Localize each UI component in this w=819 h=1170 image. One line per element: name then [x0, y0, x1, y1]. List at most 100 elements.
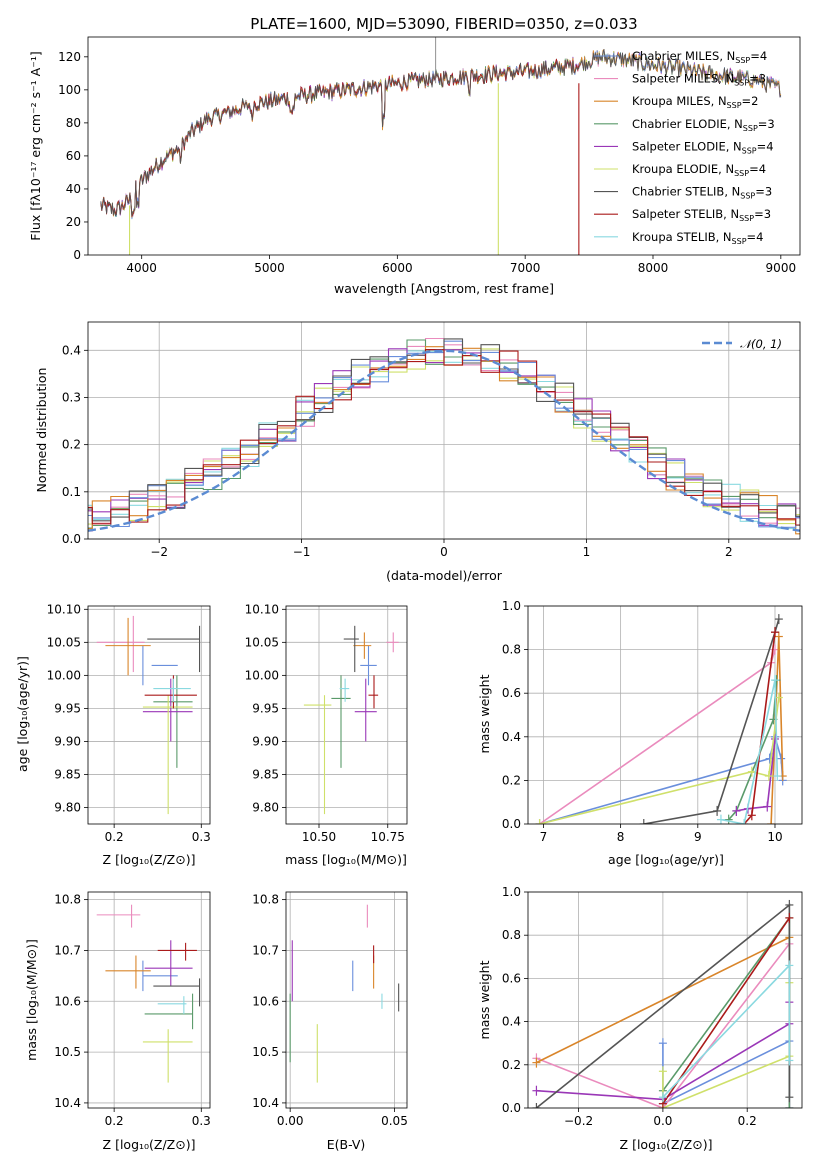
x-tick-label: 0.3 — [192, 830, 211, 844]
legend-count: =4 — [757, 139, 774, 153]
x-tick-label: 0.2 — [738, 1114, 757, 1128]
axes-frame — [527, 605, 803, 825]
legend-name: Salpeter MILES, N — [632, 72, 734, 86]
residual-plot-area: −2 −1 0 1 2 0.0 0.1 0.2 0.3 0.4 𝒩(0, 1) — [62, 321, 801, 559]
y-tick-label: 9.80 — [252, 800, 279, 814]
legend-subscript: SSP — [732, 237, 747, 246]
y-tick-label: 0.6 — [502, 686, 521, 700]
legend-subscript: SSP — [743, 124, 758, 133]
residual-legend-label: 𝒩(0, 1) — [740, 337, 782, 351]
y-tick-label: 1.0 — [502, 599, 521, 613]
y-tick-label: 0.6 — [502, 971, 521, 985]
figure-title: PLATE=1600, MJD=53090, FIBERID=0350, z=0… — [250, 15, 637, 33]
legend-subscript: SSP — [735, 56, 750, 65]
x-tick-label: 0.2 — [105, 830, 124, 844]
y-tick-label: 10.8 — [54, 893, 81, 907]
x-tick-label: 0.2 — [105, 1114, 124, 1128]
weight-vs-metallicity-ylabel: mass weight — [477, 960, 492, 1039]
axes-frame — [87, 321, 801, 540]
weight_vs_Z-series-5 — [662, 982, 791, 1108]
x-tick-label: 0.05 — [381, 1114, 408, 1128]
legend-name: Kroupa MILES, N — [632, 94, 727, 108]
weight_vs_age-series-6 — [643, 618, 780, 824]
age-vs-mass-xlabel: mass [log₁₀(M/M⊙)] — [285, 852, 407, 867]
legend-count: =3 — [754, 207, 771, 221]
mass-vs-metallicity-plot-area: 0.2 0.3 10.4 10.5 10.6 10.7 10.8 — [54, 891, 211, 1128]
age-vs-mass-panel: 10.50 10.75 9.80 9.85 9.90 9.95 10.00 10.05 10.1… — [245, 602, 408, 867]
mass-vs-metallicity-panel: 0.2 0.3 10.4 10.5 10.6 10.7 10.8 Z [log₁₀(Z/Z⊙… — [24, 891, 211, 1152]
x-tick-label: 6000 — [382, 261, 413, 275]
spectrum-ylabel: Flux [fλ10⁻¹⁷ erg cm⁻² s⁻¹ A⁻¹] — [28, 51, 43, 240]
y-tick-label: 0.8 — [502, 928, 521, 942]
y-tick-label: 9.90 — [54, 734, 81, 748]
x-tick-label: 10 — [767, 830, 782, 844]
axes-frame — [87, 891, 211, 1109]
y-tick-label: 0.0 — [502, 817, 521, 831]
y-tick-label: 10.6 — [252, 994, 279, 1008]
legend-subscript: SSP — [742, 146, 757, 155]
y-tick-label: 10.7 — [54, 943, 81, 957]
y-tick-label: 10.6 — [54, 994, 81, 1008]
x-tick-label: −2 — [150, 545, 168, 559]
y-tick-label: 10.7 — [252, 943, 279, 957]
age_vs_Z-errorbars — [96, 615, 201, 815]
y-tick-label: 10.4 — [252, 1096, 279, 1110]
y-tick-label: 60 — [66, 149, 81, 163]
legend-count: =3 — [755, 185, 772, 199]
y-tick-label: 10.4 — [54, 1096, 81, 1110]
x-tick-label: 8000 — [638, 261, 669, 275]
y-tick-label: 0.1 — [62, 485, 81, 499]
spectrum-plot-area: 4000 5000 6000 7000 8000 9000 0 20 40 60 80 100 120 C… — [58, 36, 801, 275]
age-vs-metallicity-panel: 0.2 0.3 9.80 9.85 9.90 9.95 10.00 10.05 10.10 Z … — [15, 602, 211, 867]
y-tick-label: 9.90 — [252, 734, 279, 748]
x-tick-label: 8 — [617, 830, 625, 844]
residual-histogram-panel: −2 −1 0 1 2 0.0 0.1 0.2 0.3 0.4 𝒩(0, 1) (data-mode… — [34, 321, 801, 583]
y-tick-label: 80 — [66, 116, 81, 130]
weight-vs-age-ylabel: mass weight — [477, 674, 492, 753]
y-tick-label: 10.05 — [47, 635, 81, 649]
age-vs-metallicity-xlabel: Z [log₁₀(Z/Z⊙)] — [103, 852, 196, 867]
x-tick-label: 10.50 — [302, 830, 336, 844]
mass-vs-extinction-xlabel: E(B-V) — [327, 1137, 366, 1152]
age-vs-metallicity-ylabel: age [log₁₀(age/yr)] — [15, 656, 30, 772]
y-tick-label: 10.5 — [252, 1045, 279, 1059]
y-tick-label: 40 — [66, 182, 81, 196]
y-tick-label: 10.5 — [54, 1045, 81, 1059]
legend-label-7: Salpeter STELIB, NSSP=3 — [632, 207, 771, 223]
y-tick-label: 120 — [58, 50, 81, 64]
spectrum-series-7 — [100, 58, 580, 218]
y-tick-label: 10.05 — [245, 635, 279, 649]
weight_vs_age-series-5 — [539, 697, 780, 824]
spectrum-lines — [100, 37, 782, 255]
legend-subscript: SSP — [727, 101, 742, 110]
y-tick-label: 0.0 — [62, 532, 81, 546]
axes-frame — [87, 605, 211, 825]
x-tick-label: 9000 — [766, 261, 797, 275]
weight_vs_Z-lines — [532, 899, 794, 1108]
legend-name: Chabrier STELIB, N — [632, 185, 740, 199]
legend-label-8: Kroupa STELIB, NSSP=4 — [632, 230, 763, 246]
x-tick-label: 9 — [694, 830, 702, 844]
y-tick-label: 0.2 — [502, 1058, 521, 1072]
x-tick-label: 0.3 — [192, 1114, 211, 1128]
x-tick-label: 0.00 — [277, 1114, 304, 1128]
legend-count: =4 — [749, 162, 766, 176]
y-tick-label: 0 — [73, 248, 81, 262]
weight_vs_Z-series-8 — [662, 963, 791, 1098]
weight_vs_Z-series-7 — [662, 917, 791, 1105]
x-tick-label: 1 — [583, 545, 591, 559]
weight-vs-age-plot-area: 7 8 9 10 0.0 0.2 0.4 0.6 0.8 1.0 — [502, 599, 803, 844]
y-tick-label: 10.8 — [252, 893, 279, 907]
y-tick-label: 100 — [58, 83, 81, 97]
y-tick-label: 20 — [66, 215, 81, 229]
legend-label-0: Chabrier MILES, NSSP=4 — [632, 49, 767, 65]
y-tick-label: 9.80 — [54, 800, 81, 814]
weight_vs_Z-series-2 — [536, 936, 790, 1064]
age_vs_mass-errorbars — [303, 625, 399, 815]
y-tick-label: 10.00 — [47, 668, 81, 682]
y-tick-label: 10.00 — [245, 668, 279, 682]
y-tick-label: 10.10 — [47, 602, 81, 616]
spectrum-series-6 — [100, 49, 782, 217]
y-tick-label: 0.8 — [502, 643, 521, 657]
